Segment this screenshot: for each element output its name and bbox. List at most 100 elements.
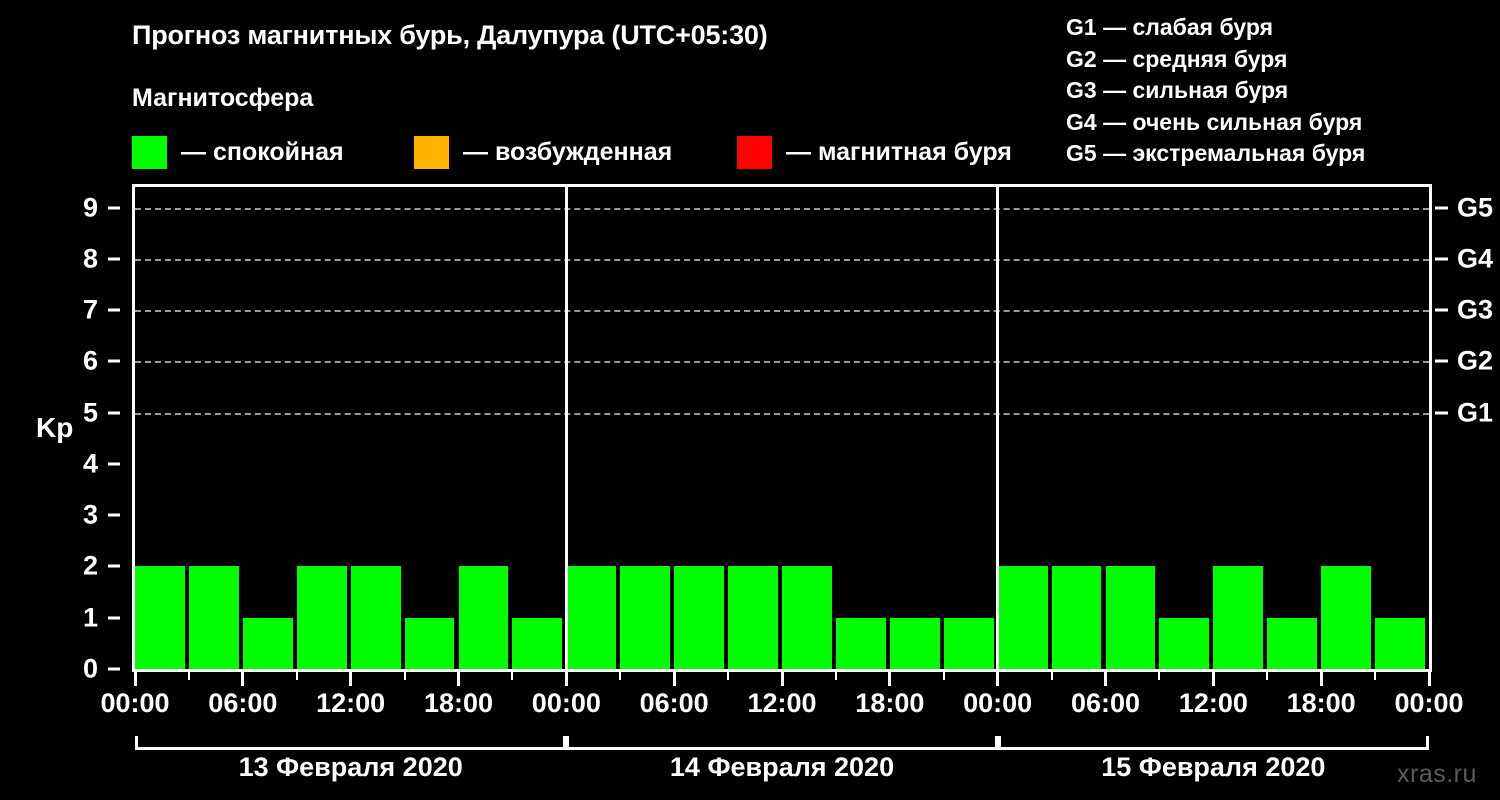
y-tick-mark-7 [108,308,120,312]
date-labels: 13 Февраля 2020 14 Февраля 2020 15 Февраля… [132,752,1432,792]
x-tick-label: 18:00 [855,688,925,718]
y-tick-mark-9 [108,206,120,209]
x-tick-major [241,672,245,686]
y-tick-label-8: 8 [82,243,98,274]
x-tick-label: 06:00 [639,688,709,718]
y-tick-mark-2 [108,564,120,568]
g-tick-mark-g4 [1435,257,1448,261]
day-bracket-2 [566,736,998,750]
x-tick-minor [834,672,837,680]
y-tick-label-4: 4 [82,448,98,479]
x-tick-label: 12:00 [1178,688,1248,718]
bar [350,566,401,669]
y-tick-mark-3 [108,513,120,517]
y-axis: 0 1 2 3 4 5 6 7 8 9 [0,184,120,684]
x-tick-label: 00:00 [531,688,601,718]
y-tick-label-5: 5 [82,397,98,428]
y-tick-label-0: 0 [82,653,98,684]
y-tick-mark-0 [108,667,120,671]
bar [943,617,994,669]
day-separators [135,187,1429,669]
gscale-row-g2: G2 — средняя буря [1066,45,1288,72]
gridline-kp-9 [135,207,1429,210]
bar [296,566,347,669]
g-scale-axis: G1 G2 G3 G4 G5 [1435,184,1500,672]
chart-plot-area [132,184,1432,672]
x-tick-label: 18:00 [423,688,494,718]
header: Прогноз магнитных бурь, Далупура (UTC+05… [0,0,1500,180]
bar [1375,617,1425,669]
y-tick-label-9: 9 [82,192,98,222]
gridline-kp-5 [135,412,1429,415]
bar [458,566,509,669]
gridline-kp-8 [135,258,1429,261]
x-tick-major [888,672,892,686]
x-axis-labels: 00:00 06:00 12:00 18:00 00:00 06:00 12:00 18:00… [0,688,1500,722]
day-bracket-3 [997,736,1429,750]
y-tick-mark-1 [108,616,120,620]
bars-layer [135,187,1429,669]
bar [620,566,671,669]
bar [997,566,1048,669]
g-tick-mark-g1 [1435,411,1448,415]
x-tick-major [349,672,353,686]
legend-swatch-unsettled [414,135,449,169]
bar [674,566,725,669]
bar [1321,566,1372,669]
y-tick-label-7: 7 [82,294,98,325]
bar [835,617,886,669]
x-tick-major [564,672,568,686]
day-separator-2 [996,187,1000,669]
y-tick-mark-4 [108,462,120,466]
bar [889,617,940,669]
x-tick-minor [1266,672,1269,680]
date-label-1: 13 Февраля 2020 [238,752,463,782]
bar [1159,617,1210,669]
x-tick-label: 18:00 [1286,688,1356,718]
x-tick-major [457,672,460,686]
bar [566,566,617,669]
day-bracket-1 [135,736,567,750]
x-tick-minor [727,672,730,680]
x-tick-minor [1050,672,1053,680]
x-tick-label: 00:00 [100,688,170,718]
magnetosphere-label: Магнитосфера [132,84,314,112]
bar [135,566,185,669]
x-tick-label: 12:00 [316,688,386,718]
x-tick-major [996,672,1000,686]
gridline-kp-7 [135,310,1429,313]
x-tick-label: 12:00 [747,688,817,718]
x-tick-major [1211,672,1215,686]
x-tick-major [1427,672,1431,686]
bar [1267,617,1318,669]
day-separator-1 [564,187,568,669]
bar [242,617,293,669]
legend-entry-storm: — магнитная буря [737,132,1012,172]
bar [188,566,239,669]
legend-entry-unsettled: — возбужденная [414,132,672,172]
date-label-3: 15 Февраля 2020 [1101,752,1326,782]
bar [728,566,778,669]
x-tick-minor [403,672,406,680]
g-tick-label-g5: G5 [1457,192,1494,222]
x-tick-major [780,672,784,686]
legend-entry-calm: — спокойная [132,132,344,172]
x-tick-minor [1374,672,1377,680]
gscale-legend: G1 — слабая буря G2 — средняя буря G3 — си… [1066,12,1486,170]
x-tick-major [1319,672,1323,686]
gscale-row-g1: G1 — слабая буря [1066,14,1274,40]
legend-label-storm: — магнитная буря [786,137,1012,166]
x-tick-major [1104,672,1107,686]
gridline-kp-6 [135,361,1429,364]
y-tick-mark-8 [108,257,120,261]
g-tick-label-g2: G2 [1457,345,1494,376]
gscale-row-g4: G4 — очень сильная буря [1066,108,1363,135]
y-tick-label-2: 2 [82,550,98,581]
x-tick-minor [1158,672,1161,680]
bar [782,566,832,669]
legend-swatch-storm [737,135,772,169]
date-label-2: 14 Февраля 2020 [669,752,895,782]
x-tick-label: 00:00 [1394,688,1464,718]
x-tick-minor [942,672,945,680]
x-tick-label: 00:00 [963,688,1033,718]
